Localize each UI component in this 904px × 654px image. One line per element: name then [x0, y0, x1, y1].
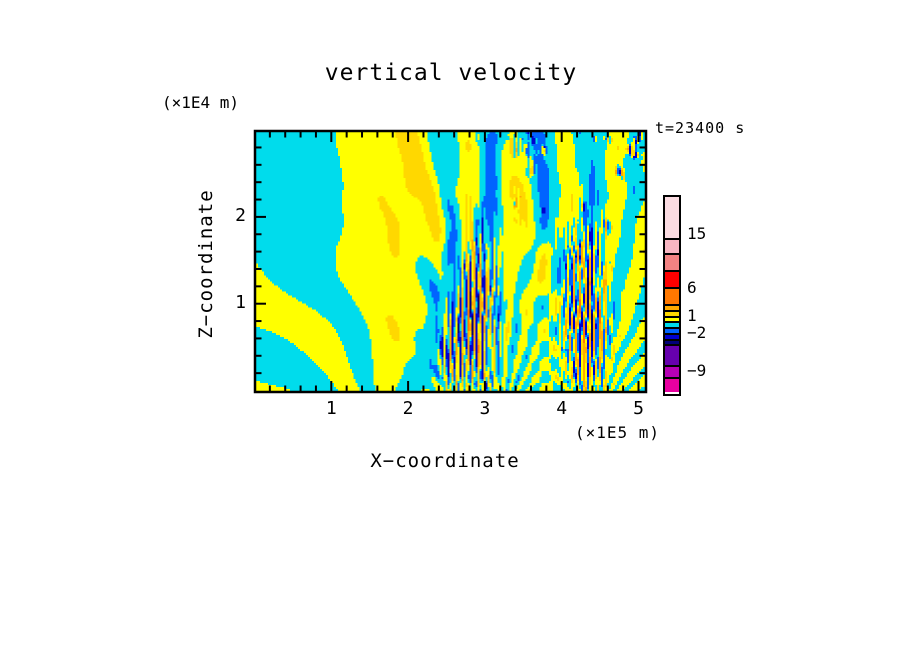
- x-axis-title: X−coordinate: [370, 450, 520, 472]
- colorbar-segment: [665, 312, 679, 316]
- x-tick-label: 4: [556, 398, 568, 419]
- heatmap-field: [256, 132, 645, 391]
- y-tick-label: 2: [235, 204, 246, 226]
- colorbar-tick-label: 6: [687, 277, 697, 297]
- x-axis-unit-label: (×1E5 m): [574, 423, 660, 442]
- time-annotation: t=23400 s: [655, 119, 746, 137]
- colorbar-divider: [665, 339, 679, 341]
- colorbar-divider: [665, 310, 679, 312]
- colorbar-segment: [665, 329, 679, 333]
- colorbar-divider: [665, 333, 679, 335]
- x-tick-label: 3: [479, 398, 491, 419]
- colorbar-divider: [665, 253, 679, 255]
- y-tick-label: 1: [235, 291, 246, 313]
- colorbar-tick-label: 15: [687, 224, 707, 244]
- colorbar-divider: [665, 270, 679, 272]
- colorbar-segment: [665, 255, 679, 270]
- colorbar-segment: [665, 341, 679, 344]
- colorbar-divider: [665, 304, 679, 306]
- colorbar-segment: [665, 289, 679, 304]
- colorbar-divider: [665, 327, 679, 329]
- colorbar-divider: [665, 238, 679, 240]
- colorbar-segment: [665, 323, 679, 327]
- colorbar-segment: [665, 346, 679, 365]
- colorbar-segment: [665, 197, 679, 238]
- colorbar-tick-label: 1: [687, 305, 697, 325]
- x-tick-label: 5: [633, 398, 644, 419]
- colorbar-tick-label: −9: [687, 360, 707, 380]
- colorbar: [663, 195, 681, 396]
- colorbar-segment: [665, 367, 679, 377]
- colorbar-divider: [665, 287, 679, 289]
- colorbar-segment: [665, 379, 679, 392]
- colorbar-segment: [665, 306, 679, 310]
- colorbar-divider: [665, 365, 679, 367]
- chart-title: vertical velocity: [324, 60, 578, 86]
- colorbar-segment: [665, 272, 679, 287]
- y-axis-unit-label: (×1E4 m): [162, 93, 240, 112]
- colorbar-divider: [665, 377, 679, 379]
- colorbar-tick-label: −2: [687, 322, 707, 342]
- colorbar-segment: [665, 335, 679, 339]
- colorbar-divider: [665, 321, 679, 323]
- colorbar-segment: [665, 318, 679, 321]
- colorbar-divider: [665, 344, 679, 346]
- x-tick-label: 2: [402, 398, 414, 419]
- x-tick-label: 1: [325, 398, 337, 419]
- colorbar-segment: [665, 240, 679, 253]
- colorbar-divider: [665, 316, 679, 318]
